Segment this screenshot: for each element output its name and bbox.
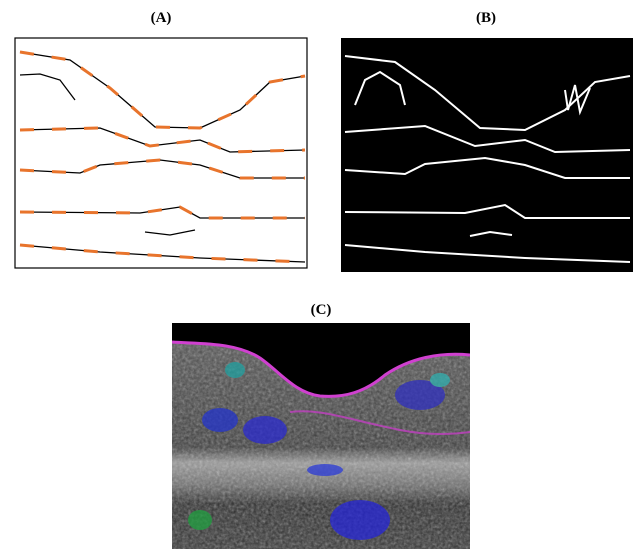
edge-line [344,55,631,132]
blob [330,500,390,540]
edge-line [344,124,631,154]
panel-c-boundary [289,410,470,435]
panel-c-boundary [172,340,470,398]
highlight-line [19,126,306,154]
panel-label: (A) [151,10,172,26]
blob [307,464,343,476]
blob [202,408,238,432]
edge-line [19,51,306,129]
blob [395,380,445,410]
highlight-line [19,205,305,220]
edge-line [344,244,631,263]
panel-b-edges [344,55,631,263]
panel-a-highlights [19,50,306,264]
blob [188,510,212,530]
panel-b-frame [341,38,633,272]
panel-c [172,323,470,549]
blob [430,373,450,387]
panel-c-blobs [188,362,450,540]
edge-line [344,156,630,179]
highlight-line [19,158,305,180]
panel-c-vitreous [172,323,470,397]
panel-b [341,38,633,272]
panel-label: (B) [476,10,496,26]
edge-line [144,229,196,236]
edge-line [354,70,406,106]
panel-a [14,37,308,269]
edge-line [564,84,591,116]
blob [243,416,287,444]
panel-label: (C) [311,302,332,318]
panel-a-frame [14,37,308,269]
edge-line [19,73,76,101]
blob [225,362,245,378]
highlight-line [19,243,306,264]
edge-line [344,203,630,219]
edge-line [469,230,513,237]
